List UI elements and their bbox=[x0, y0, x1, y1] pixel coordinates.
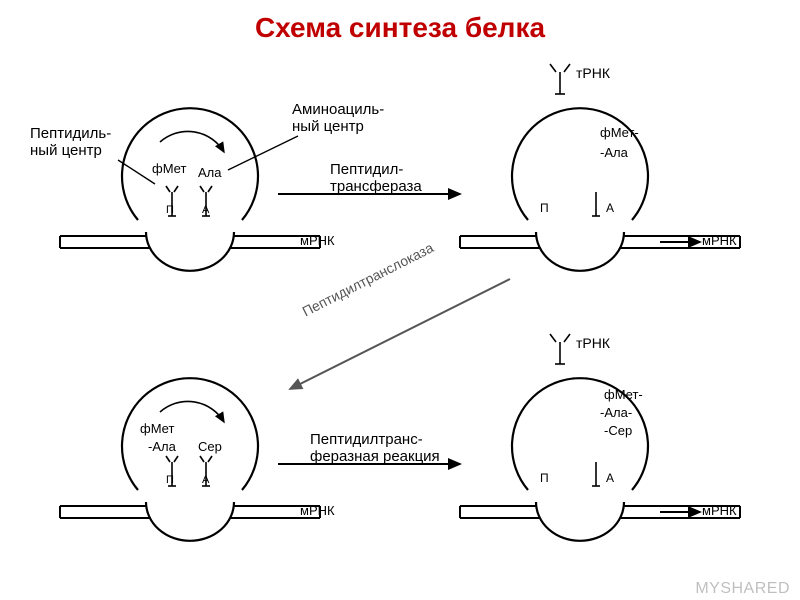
watermark: MYSHARED bbox=[695, 580, 790, 598]
label-psite-2: П bbox=[540, 202, 549, 215]
label-aminoacyl-center: Аминоациль- ный центр bbox=[292, 102, 384, 135]
free-trna-top bbox=[550, 64, 570, 94]
label-dash-ser: -Сер bbox=[604, 424, 632, 438]
label-trna-bot: тРНК bbox=[576, 336, 610, 351]
label-dash-ala-bl: -Ала bbox=[148, 440, 176, 454]
label-ala-1: Ала bbox=[198, 166, 222, 180]
label-pt-reaction: Пептидилтранс- феразная реакция bbox=[310, 432, 440, 465]
label-fmet-dash-1: фМет- bbox=[600, 126, 639, 140]
label-asite-1: А bbox=[202, 204, 209, 216]
label-peptidyl-center: Пептидиль- ный центр bbox=[30, 126, 111, 159]
label-asite-3: А bbox=[202, 474, 209, 486]
label-psite-4: П bbox=[540, 472, 549, 485]
label-dash-ala-dash: -Ала- bbox=[600, 406, 632, 420]
label-trna-top: тРНК bbox=[576, 66, 610, 81]
label-mrna-2: мРНК bbox=[702, 234, 737, 248]
label-peptidyl-transferase: Пептидил- трансфераза bbox=[330, 162, 422, 195]
label-mrna-4: мРНК bbox=[702, 504, 737, 518]
diagram-stage: Пептидиль- ный центр Аминоациль- ный цен… bbox=[0, 44, 800, 600]
label-fmet-2: фМет bbox=[140, 422, 174, 436]
label-ser-1: Сер bbox=[198, 440, 222, 454]
label-fmet-dash-2: фМет- bbox=[604, 388, 643, 402]
diagram-svg bbox=[0, 44, 800, 600]
label-asite-4: А bbox=[606, 472, 614, 485]
label-psite-3: П bbox=[166, 474, 174, 486]
ribosome-3 bbox=[122, 378, 258, 541]
label-mrna-3: мРНК bbox=[300, 504, 335, 518]
ribosome-4 bbox=[512, 378, 648, 541]
free-trna-bot bbox=[550, 334, 570, 364]
page-title: Схема синтеза белка bbox=[0, 0, 800, 44]
label-psite-1: П bbox=[166, 204, 174, 216]
label-fmet-1: фМет bbox=[152, 162, 186, 176]
label-mrna-1: мРНК bbox=[300, 234, 335, 248]
ribosome-1 bbox=[122, 108, 258, 271]
label-dash-ala-1: -Ала bbox=[600, 146, 628, 160]
label-asite-2: А bbox=[606, 202, 614, 215]
